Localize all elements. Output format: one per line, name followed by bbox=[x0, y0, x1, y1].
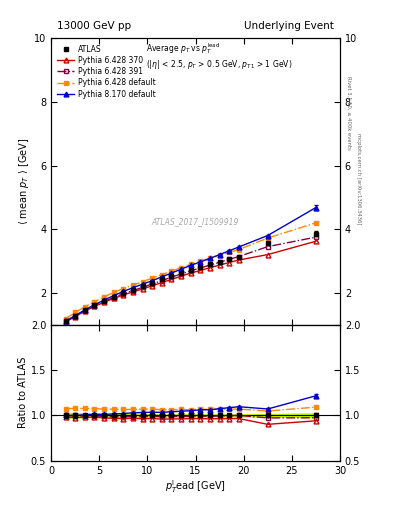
Text: Underlying Event: Underlying Event bbox=[244, 21, 334, 31]
Y-axis label: $\langle$ mean $p_T$ $\rangle$ [GeV]: $\langle$ mean $p_T$ $\rangle$ [GeV] bbox=[17, 138, 31, 225]
Text: mcplots.cern.ch [arXiv:1306.3436]: mcplots.cern.ch [arXiv:1306.3436] bbox=[356, 134, 361, 225]
Legend: ATLAS, Pythia 6.428 370, Pythia 6.428 391, Pythia 6.428 default, Pythia 8.170 de: ATLAS, Pythia 6.428 370, Pythia 6.428 39… bbox=[55, 42, 158, 101]
Y-axis label: Ratio to ATLAS: Ratio to ATLAS bbox=[18, 357, 28, 429]
Text: Rivet 3.1.10, ≥ 400k events: Rivet 3.1.10, ≥ 400k events bbox=[347, 76, 352, 150]
Text: ATLAS_2017_I1509919: ATLAS_2017_I1509919 bbox=[152, 217, 239, 226]
Text: 13000 GeV pp: 13000 GeV pp bbox=[57, 21, 131, 31]
Text: Average $p_T$ vs $p_T^{\rm lead}$
($|\eta|$ < 2.5, $p_T$ > 0.5 GeV, $p_{T1}$ > 1: Average $p_T$ vs $p_T^{\rm lead}$ ($|\et… bbox=[147, 41, 293, 71]
X-axis label: $p_T^{\rm l}$ead [GeV]: $p_T^{\rm l}$ead [GeV] bbox=[165, 478, 226, 495]
